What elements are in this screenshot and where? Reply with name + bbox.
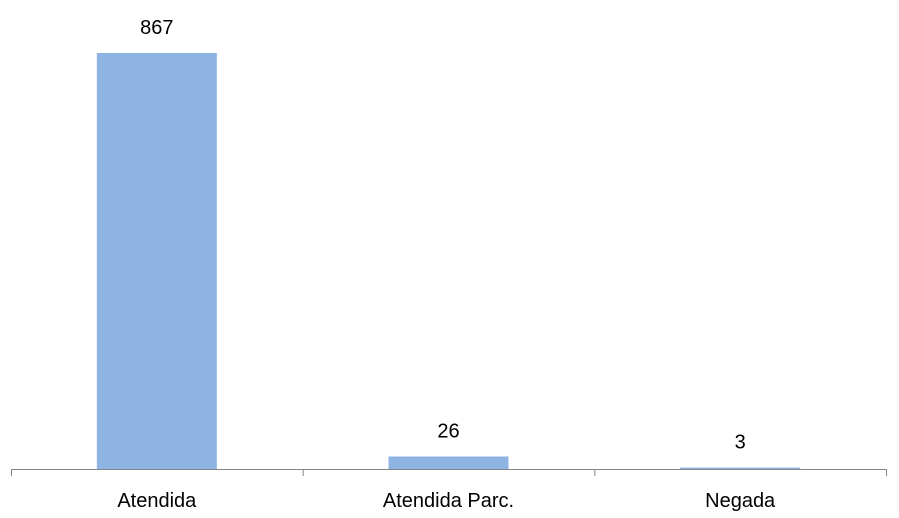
x-tick-label: Atendida — [117, 490, 197, 512]
data-label: 26 — [437, 421, 459, 443]
data-label: 867 — [140, 17, 173, 39]
bar-atendida-parc — [388, 456, 509, 469]
x-tick-label: Negada — [705, 490, 776, 512]
data-label: 3 — [735, 432, 746, 454]
bars-group — [96, 53, 801, 469]
data-labels-group: 867 26 3 — [140, 17, 746, 454]
x-axis-ticks — [11, 469, 887, 476]
bar-negada — [680, 467, 801, 469]
bar-atendida — [96, 53, 217, 469]
x-tick-label: Atendida Parc. — [383, 490, 514, 512]
x-axis-tick-labels: Atendida Atendida Parc. Negada — [117, 490, 776, 512]
